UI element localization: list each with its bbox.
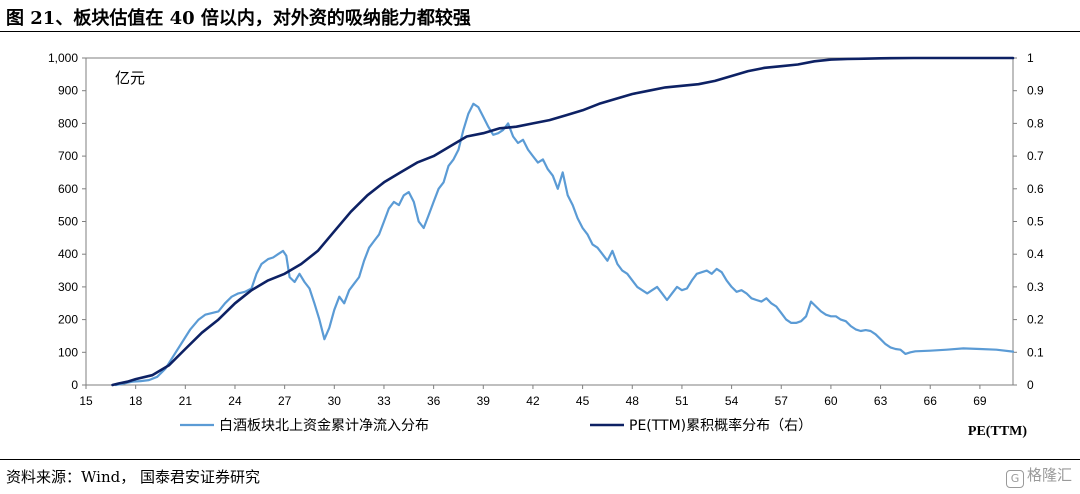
legend-entry-label: 白酒板块北上资金累计净流入分布 xyxy=(219,418,429,434)
x-axis-tick-label: 33 xyxy=(377,394,391,408)
series-layer xyxy=(111,56,1015,387)
right-axis-tick-label: 0.3 xyxy=(1027,280,1044,294)
left-axis-tick-label: 900 xyxy=(58,84,78,98)
x-axis-tick-label: 18 xyxy=(129,394,143,408)
x-axis-tick-label: 48 xyxy=(626,394,640,408)
x-axis-tick-label: 42 xyxy=(526,394,540,408)
left-axis-tick-label: 0 xyxy=(71,378,78,392)
left-axis-unit-label: 亿元 xyxy=(115,69,145,87)
right-axis-tick-label: 0 xyxy=(1027,378,1034,392)
left-axis-tick-label: 600 xyxy=(58,182,78,196)
x-axis-tick-label: 69 xyxy=(973,394,987,408)
left-axis-tick-label: 800 xyxy=(58,116,78,130)
right-axis-tick-label: 0.4 xyxy=(1027,247,1044,261)
left-axis-tick-label: 300 xyxy=(58,280,78,294)
left-axis-tick-label: 200 xyxy=(58,313,78,327)
legend: 白酒板块北上资金累计净流入分布 PE(TTM)累积概率分布（右） xyxy=(180,417,812,434)
right-axis-tick-label: 0.5 xyxy=(1027,215,1044,229)
right-axis-tick-label: 0.7 xyxy=(1027,149,1044,163)
right-axis-tick-label: 1 xyxy=(1027,51,1034,65)
x-axis-tick-label: 45 xyxy=(576,394,590,408)
x-axis-tick-label: 21 xyxy=(179,394,193,408)
x-axis-label: PE(TTM) xyxy=(968,424,1027,439)
figure-title: 图 21、板块估值在 40 倍以内，对外资的吸纳能力都较强 xyxy=(6,8,471,29)
x-axis-tick-label: 54 xyxy=(725,394,739,408)
source-note: 资料来源：Wind， 国泰君安证券研究 xyxy=(6,468,260,486)
x-axis-tick-label: 60 xyxy=(824,394,838,408)
right-axis: 0 0.1 0.2 0.3 0.4 0.5 0.6 0.7 0.8 0.9 1 xyxy=(1013,51,1044,392)
watermark: G 格隆汇 xyxy=(1005,464,1072,488)
right-axis-tick-label: 0.1 xyxy=(1027,345,1044,359)
plot-frame xyxy=(85,57,1014,386)
plot-border xyxy=(85,57,1014,386)
series-line-pe-cumulative xyxy=(111,56,1015,387)
x-axis-tick-label: 24 xyxy=(228,394,242,408)
left-axis-tick-label: 500 xyxy=(58,215,78,229)
watermark-logo-icon: G xyxy=(1005,470,1024,488)
left-axis: 0 100 200 300 400 500 600 700 800 900 1,000 xyxy=(48,51,86,392)
x-axis-tick-label: 30 xyxy=(328,394,342,408)
x-axis-tick-label: 63 xyxy=(874,394,888,408)
x-axis-tick-label: 36 xyxy=(427,394,441,408)
left-axis-tick-label: 400 xyxy=(58,247,78,261)
left-axis-tick-label: 1,000 xyxy=(48,51,78,65)
right-axis-tick-label: 0.8 xyxy=(1027,116,1044,130)
watermark-text: 格隆汇 xyxy=(1026,466,1072,484)
x-axis: 15 18 21 24 27 30 33 36 39 42 45 48 51 54 57 60 63 66 69 xyxy=(79,385,987,408)
x-axis-tick-label: 51 xyxy=(675,394,689,408)
right-axis-tick-label: 0.9 xyxy=(1027,84,1044,98)
x-axis-tick-label: 57 xyxy=(775,394,789,408)
bottom-divider xyxy=(0,459,1080,460)
x-axis-tick-label: 15 xyxy=(79,394,93,408)
left-axis-tick-label: 100 xyxy=(58,345,78,359)
x-axis-tick-label: 66 xyxy=(924,394,938,408)
legend-entry-label: PE(TTM)累积概率分布（右） xyxy=(629,417,812,434)
top-divider xyxy=(0,31,1080,32)
x-axis-tick-label: 39 xyxy=(477,394,491,408)
right-axis-tick-label: 0.2 xyxy=(1027,313,1044,327)
series-line-northbound-inflow xyxy=(114,102,1015,387)
left-axis-tick-label: 700 xyxy=(58,149,78,163)
x-axis-tick-label: 27 xyxy=(278,394,292,408)
right-axis-tick-label: 0.6 xyxy=(1027,182,1044,196)
